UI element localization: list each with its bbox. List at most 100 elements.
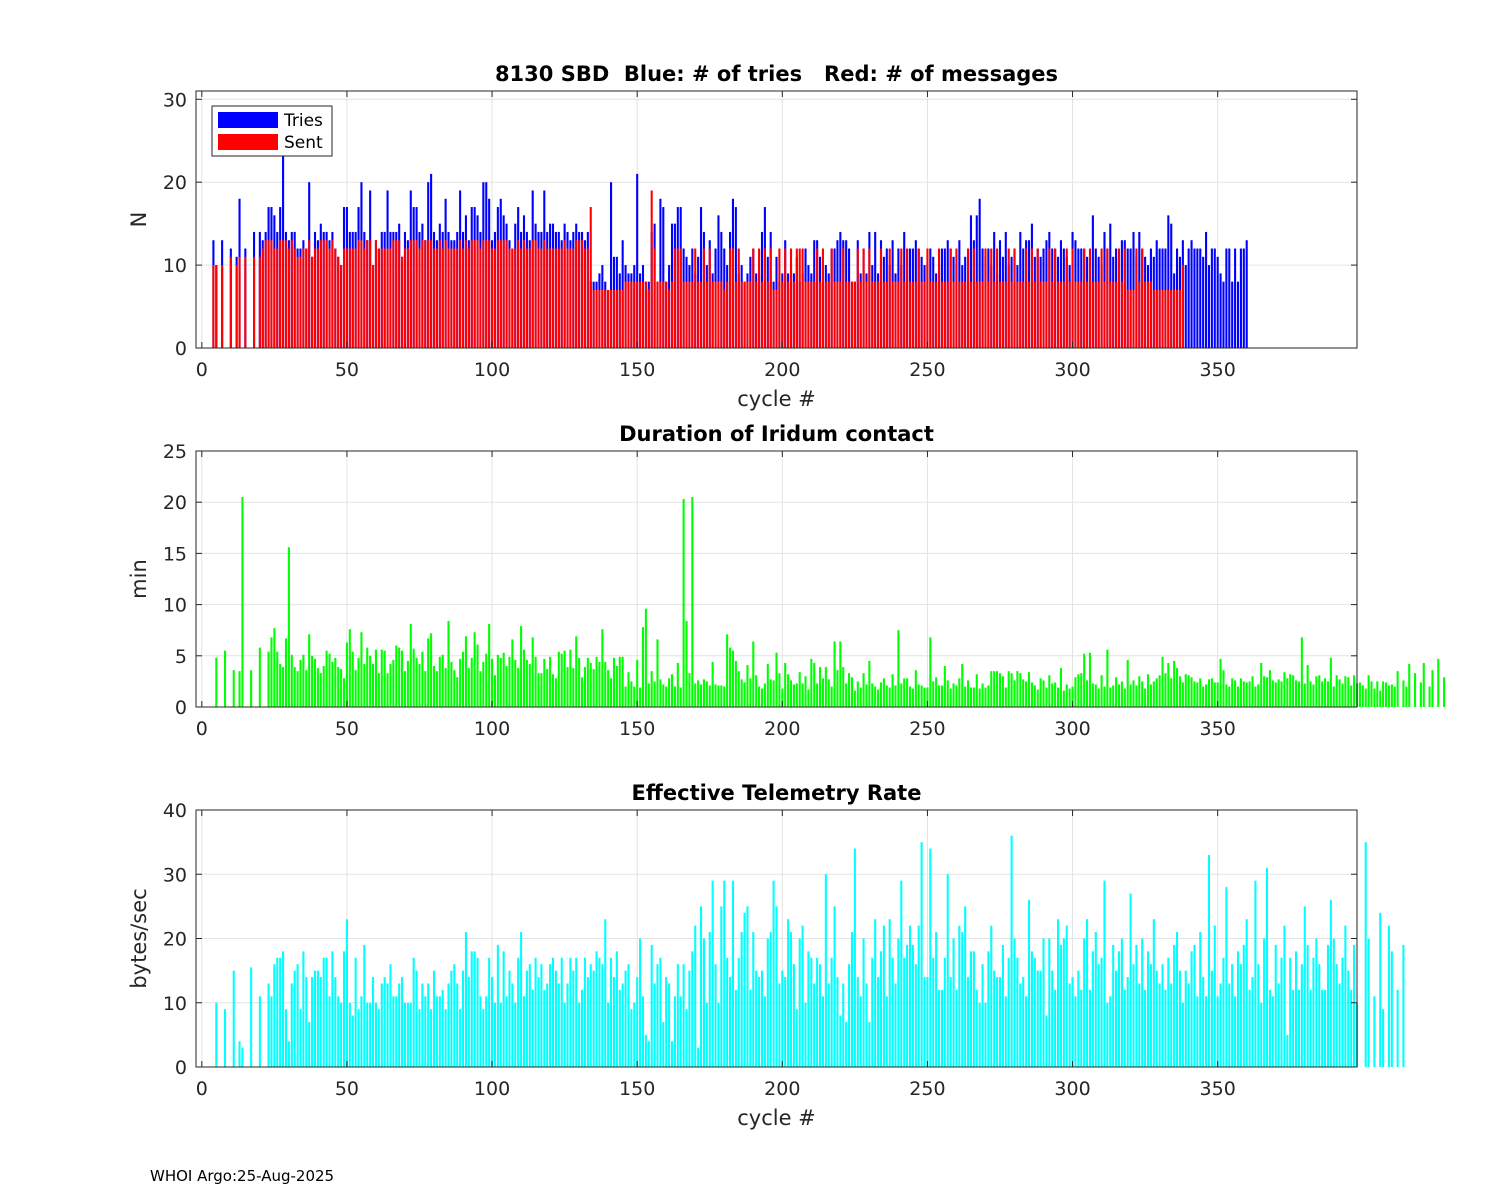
bar-duration [459,658,462,707]
bar-rate [296,964,299,1067]
bar-sent [276,248,279,348]
bar-duration [1324,678,1327,707]
bar-duration [1260,662,1263,707]
bar-rate [223,1009,227,1067]
bar-sent [615,289,618,348]
bar-duration [1408,663,1411,707]
bar-rate [1091,951,1094,1067]
bar-sent [342,248,346,348]
bar-duration [592,669,595,707]
bar-sent [520,248,523,348]
bar-sent [1123,248,1126,348]
bar-rate [714,964,717,1067]
bar-duration [377,673,380,707]
y-tick-label: 10 [163,595,187,617]
bar-sent [1097,281,1100,348]
bar-duration [502,652,505,707]
bar-rate [1045,1015,1048,1067]
bar-rate [345,919,348,1067]
bar-sent [903,281,906,348]
bar-sent [949,248,952,348]
bar-duration [1007,671,1010,707]
bar-rate [438,996,441,1067]
bar-tries [1207,265,1211,348]
bar-duration [531,637,534,707]
bar-duration [1120,681,1123,707]
bar-duration [1167,662,1170,707]
bar-duration [784,662,787,707]
bar-sent [438,240,441,348]
bar-duration [668,678,671,707]
bar-duration [415,657,418,707]
bar-tries [1167,215,1170,348]
bar-rate [679,996,682,1067]
bar-duration [1170,678,1173,707]
bar-duration [482,661,485,707]
bar-rate [1094,932,1097,1067]
bar-duration [1274,682,1277,707]
bar-rate [624,970,627,1068]
bar-duration [946,680,949,707]
bar-duration [1422,662,1425,707]
bar-duration [1326,681,1330,707]
bar-rate [615,951,618,1067]
bar-sent [464,240,467,348]
bar-sent [293,248,296,348]
bar-sent [961,281,964,348]
bar-duration [894,685,897,707]
bar-sent [493,248,496,348]
bar-duration [476,644,479,707]
bar-rate [1161,964,1164,1067]
bar-rate [372,977,375,1067]
bar-sent [554,248,557,348]
bar-sent [778,248,781,348]
bar-sent [267,240,270,348]
x-tick-label: 300 [1054,718,1090,740]
bar-sent [395,240,398,348]
bar-rate [856,977,859,1067]
bar-sent [900,248,903,348]
bar-rate [488,957,491,1067]
bar-duration [1257,684,1260,707]
bar-sent [316,248,319,348]
bar-tries [1219,273,1222,348]
bar-rate [575,957,578,1067]
bar-sent [264,240,267,348]
bar-sent [1077,281,1080,348]
bar-rate [290,983,293,1067]
bar-sent [862,248,865,348]
bar-tries [1231,281,1234,348]
bar-rate [1280,957,1283,1067]
bar-sent [830,248,833,348]
x-tick-label: 50 [335,1078,359,1100]
bar-duration [398,647,401,707]
bar-sent [702,248,705,348]
bar-rate [1315,938,1318,1067]
bar-sent [1135,248,1138,348]
y-tick-label: 0 [175,338,187,360]
bar-sent [1088,248,1092,348]
bar-tries [734,207,737,348]
bar-sent [807,281,810,348]
bar-rate [276,957,279,1067]
bar-rate [1048,938,1051,1067]
bar-sent [432,248,436,348]
bar-duration [842,667,845,707]
bar-rate [1007,957,1010,1067]
bar-rate [801,925,804,1067]
bar-rate [1074,996,1077,1067]
bar-duration [1309,681,1312,707]
bar-rate [639,938,642,1067]
bar-sent [380,248,383,348]
bar-rate [1071,977,1074,1067]
bar-rate [929,848,932,1067]
bar-rate [760,970,764,1068]
bar-rate [769,932,772,1067]
bar-duration [1402,680,1405,707]
bar-sent [560,248,563,348]
bar-sent [665,281,668,348]
panel-iridium-duration: 0 50 100 150 200 250 300 350 0 5 10 15 20 25 Duration … [127,422,1446,740]
bar-sent [290,240,293,348]
bar-rate [406,1002,409,1067]
bar-sent [572,248,575,348]
